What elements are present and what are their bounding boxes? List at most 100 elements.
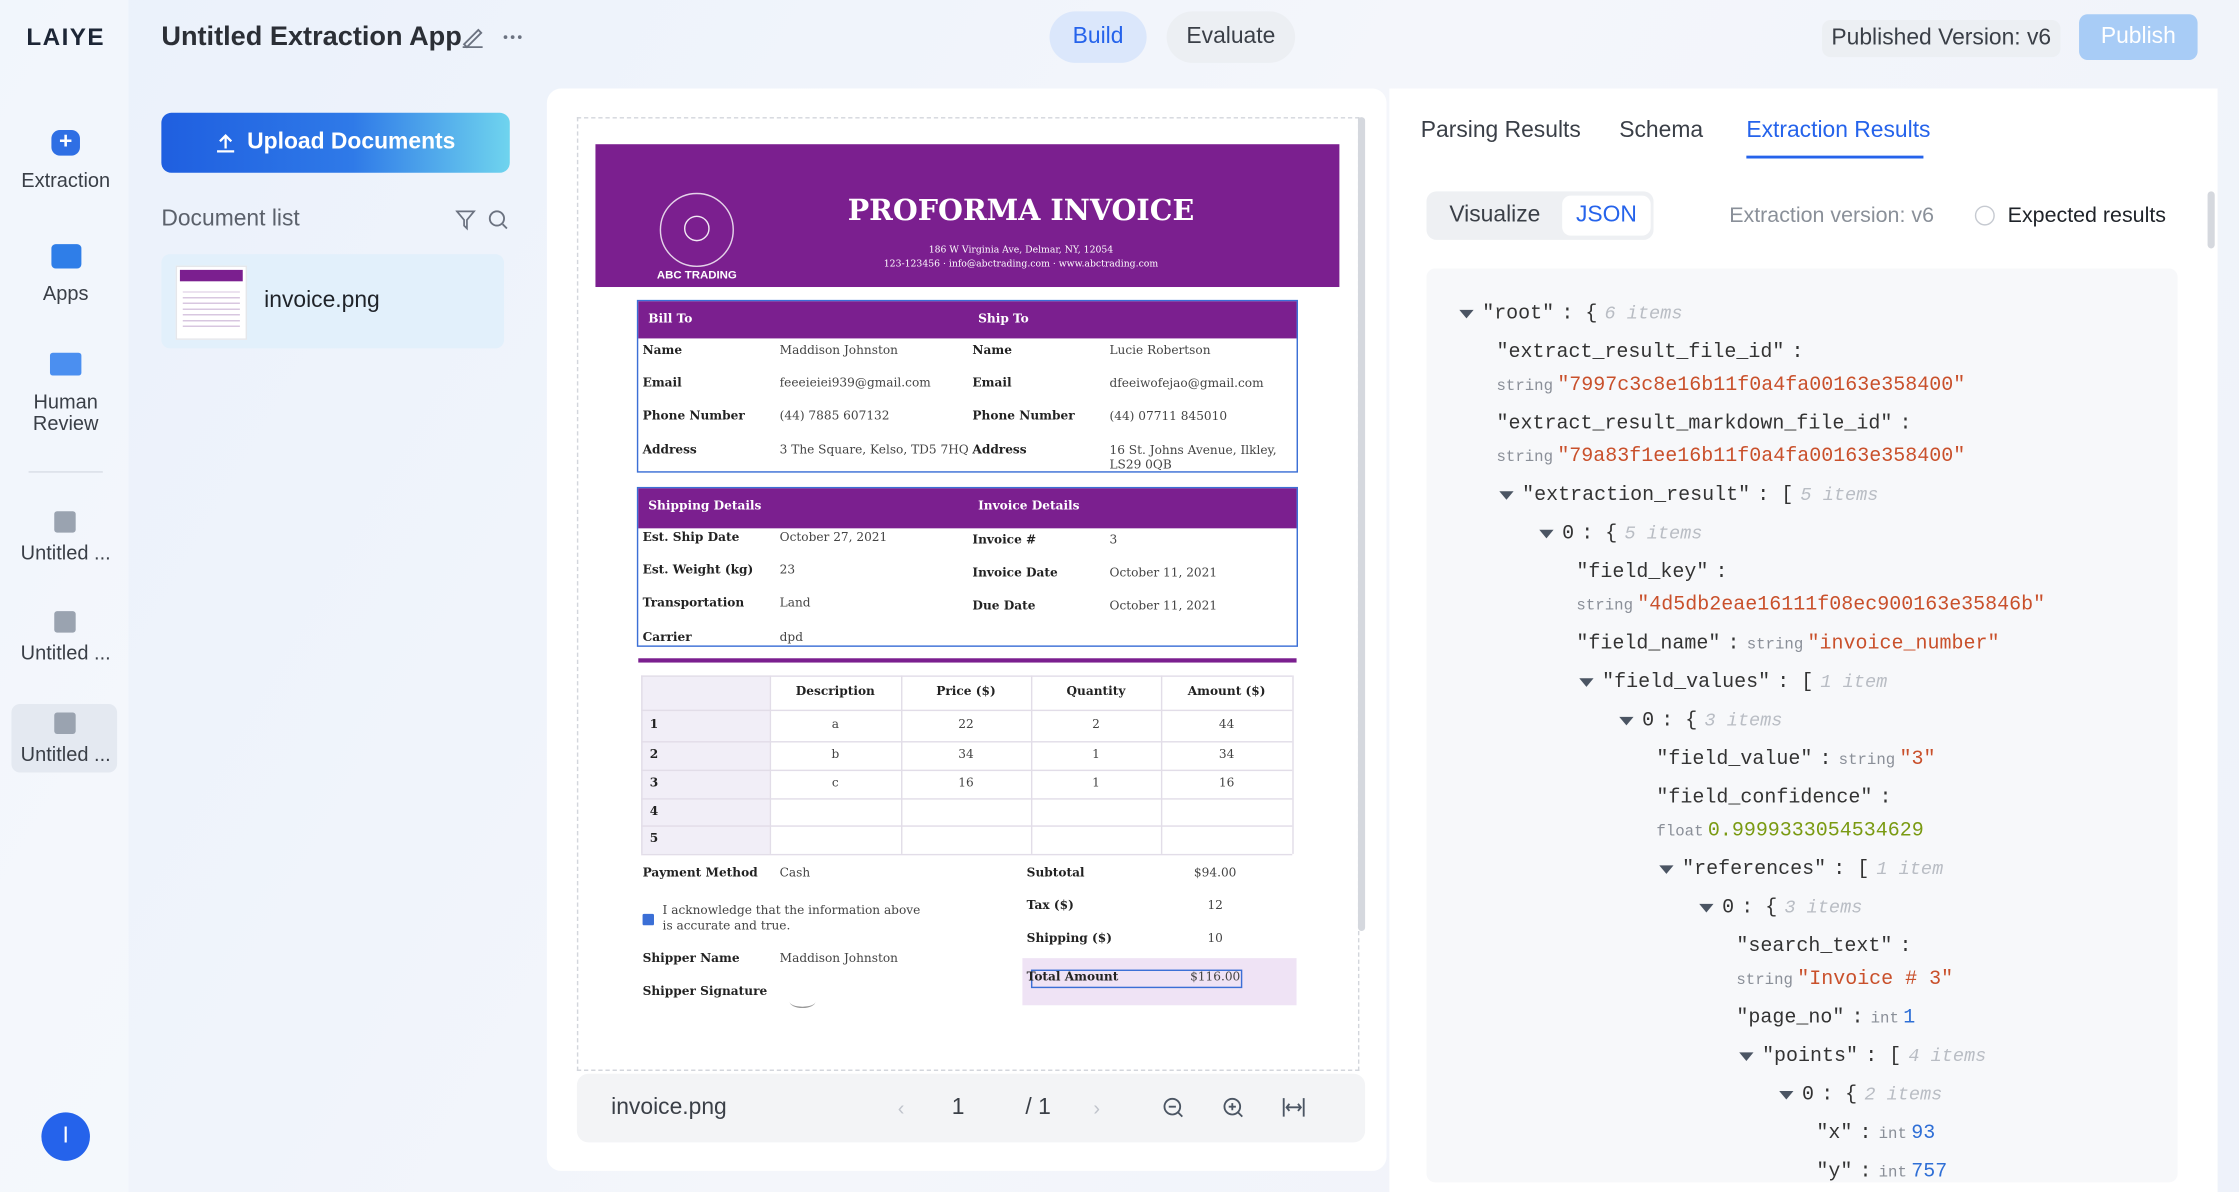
row-index: 4 <box>649 804 659 819</box>
total-value: $94.00 <box>1193 866 1237 881</box>
json-punct: : { <box>1581 522 1618 546</box>
page-input[interactable]: 1 <box>951 1095 965 1120</box>
json-key: "extraction_result" <box>1522 484 1751 507</box>
expected-radio[interactable] <box>1974 205 1995 226</box>
search-icon[interactable] <box>488 210 505 227</box>
field-value: Lucie Robertson <box>1109 344 1211 359</box>
table-header: Description <box>795 685 875 700</box>
more-dot[interactable] <box>517 35 522 39</box>
review-icon[interactable] <box>49 352 82 376</box>
nav-extraction[interactable]: Extraction <box>21 168 111 192</box>
tab-schema[interactable]: Schema <box>1619 118 1704 143</box>
recent-icon[interactable] <box>54 511 76 533</box>
recent-app[interactable]: Untitled ... <box>20 641 111 664</box>
filter-icon[interactable] <box>455 210 476 231</box>
table-rule <box>1292 675 1294 854</box>
field-label: Invoice # <box>972 533 1037 548</box>
zoom-out[interactable] <box>1163 1097 1182 1116</box>
nav-human-review[interactable]: Human Review <box>32 389 99 435</box>
table-cell: a <box>831 717 839 733</box>
json-toggle[interactable] <box>1579 678 1594 687</box>
json-value: 1 <box>1903 1006 1916 1030</box>
divider-bar <box>638 658 1297 663</box>
publish-button[interactable]: Publish <box>2079 14 2198 60</box>
json-type: int <box>1870 1010 1899 1029</box>
json-punct: : { <box>1661 709 1698 733</box>
field-value: (44) 7885 607132 <box>779 409 890 424</box>
field-value: 23 <box>779 563 796 578</box>
json-toggle[interactable] <box>1779 1090 1794 1100</box>
json-toggle[interactable] <box>1699 903 1714 913</box>
mode-visualize[interactable]: Visualize <box>1449 202 1541 228</box>
page-total: / 1 <box>1025 1095 1051 1120</box>
json-toggle[interactable] <box>1539 529 1554 539</box>
table-header: Amount ($) <box>1187 685 1266 700</box>
json-toggle[interactable] <box>1659 865 1674 874</box>
json-type: string <box>1746 636 1804 654</box>
more-dot[interactable] <box>510 35 515 39</box>
field-label: Payment Method <box>642 866 758 881</box>
json-toggle[interactable] <box>1499 491 1514 500</box>
recent-icon[interactable] <box>54 712 76 734</box>
nav-apps[interactable]: Apps <box>42 281 89 305</box>
field-value: dfeeiwofejao@gmail.com <box>1109 376 1264 392</box>
row-index: 3 <box>649 776 659 791</box>
total-label: Shipping ($) <box>1026 932 1112 947</box>
recent-app[interactable]: Untitled ... <box>20 541 111 565</box>
mode-json[interactable]: JSON <box>1562 195 1651 236</box>
section-heading: Invoice Details <box>978 499 1080 514</box>
tab-evaluate[interactable]: Evaluate <box>1166 11 1296 63</box>
tab-extraction-results[interactable]: Extraction Results <box>1746 118 1931 143</box>
list-tools[interactable] <box>455 208 513 231</box>
upload-label[interactable]: Upload Documents <box>247 129 456 155</box>
tab-parsing[interactable]: Parsing Results <box>1420 118 1581 143</box>
divider <box>28 471 103 473</box>
field-value: Cash <box>779 866 811 881</box>
more-dot[interactable] <box>503 35 508 39</box>
json-line: string "79a83f1ee16b11f0a4fa00163e358400" <box>1496 447 1965 467</box>
recent-icon[interactable] <box>54 611 76 633</box>
zoom-tools[interactable] <box>1159 1095 1308 1121</box>
expected-results[interactable]: Expected results <box>2007 203 2167 228</box>
extraction-icon[interactable]: + <box>51 129 80 156</box>
table-header: Price ($) <box>936 685 996 700</box>
json-punct: : [ <box>1757 484 1794 507</box>
json-count: 5 items <box>1624 522 1703 545</box>
table-header: Quantity <box>1066 685 1126 700</box>
field-label: Phone Number <box>642 409 745 424</box>
invoice-title: PROFORMA INVOICE <box>847 192 1195 228</box>
next-page[interactable]: › <box>1093 1096 1100 1120</box>
file-name[interactable]: invoice.png <box>264 288 380 313</box>
invoice-address: 186 W Virginia Ave, Delmar, NY, 12054 <box>928 243 1114 256</box>
json-count: 1 item <box>1820 671 1888 693</box>
json-line: "x": int 93 <box>1816 1124 1935 1144</box>
tab-build[interactable]: Build <box>1049 11 1147 63</box>
json-line: "references": [1 item <box>1682 860 1943 880</box>
thumb-lines <box>182 287 240 330</box>
json-punct: : [ <box>1777 671 1814 694</box>
upload-button[interactable]: Upload Documents <box>161 112 510 173</box>
fit-width[interactable] <box>1282 1098 1305 1117</box>
json-line: 0: {3 items <box>1642 711 1782 731</box>
scrollbar[interactable] <box>1357 117 1366 932</box>
field-label: Shipper Signature <box>642 984 768 1000</box>
recent-app[interactable]: Untitled ... <box>20 742 111 766</box>
zoom-in[interactable] <box>1223 1097 1242 1116</box>
document-canvas: ABC TRADING PROFORMA INVOICE 186 W Virgini… <box>576 117 1360 1071</box>
json-line: 0: {3 items <box>1722 898 1862 918</box>
json-count: 2 items <box>1864 1083 1943 1106</box>
json-key: "page_no" <box>1736 1006 1845 1030</box>
prev-page[interactable]: ‹ <box>897 1096 905 1120</box>
apps-icon[interactable] <box>51 244 82 269</box>
edit-icon[interactable] <box>462 28 483 49</box>
json-key: "points" <box>1762 1045 1859 1069</box>
json-toggle[interactable] <box>1619 716 1634 726</box>
json-line: float 0.9999333054534629 <box>1656 821 1923 841</box>
json-toggle[interactable] <box>1739 1052 1754 1061</box>
field-value: Land <box>779 596 811 611</box>
json-toggle[interactable] <box>1459 309 1474 319</box>
results-scrollbar[interactable] <box>2207 191 2215 249</box>
title-actions[interactable] <box>461 26 532 49</box>
avatar[interactable]: I <box>41 1112 90 1161</box>
